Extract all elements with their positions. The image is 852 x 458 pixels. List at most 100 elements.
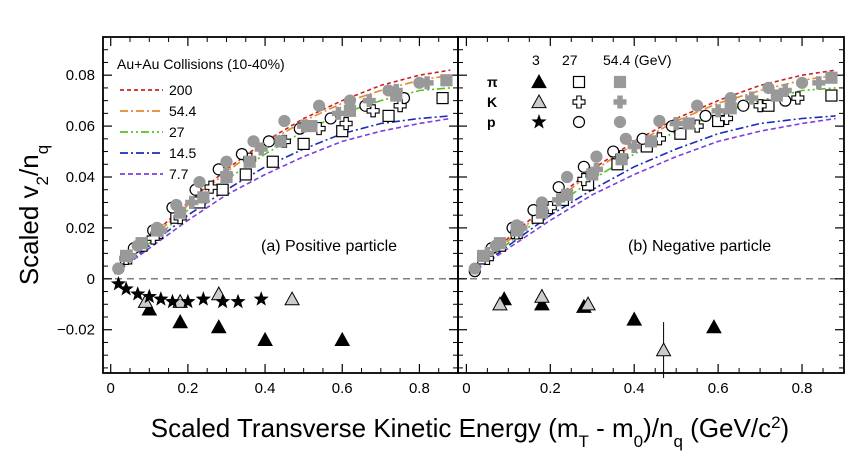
data-point [297,137,310,151]
series-circle-filled-gray [468,76,809,275]
data-point [131,239,144,252]
data-point [170,198,183,212]
data-point [230,293,246,309]
data-point [791,91,805,105]
data-point [468,262,481,275]
x-tick-label: 0.2 [540,380,561,397]
data-point [180,293,196,309]
data-point [339,116,353,131]
series-cross-filled-gray [480,76,826,260]
species-legend-particle: p [487,114,496,130]
model-legend-label: 7.7 [169,166,189,182]
data-point [220,155,233,168]
species-legend-marker [531,73,547,89]
data-point [619,132,632,145]
data-point [153,291,169,306]
data-point [343,94,357,107]
data-point [589,162,604,176]
species-legend-energy: 27 [562,52,578,68]
panel-a: 0 0.2 0.4 0.6 0.8 −0.02 0 0.02 0.04 0.06 0.08 (a) P… [57,36,459,397]
y-tick-label: −0.02 [57,322,95,339]
data-point [770,89,783,102]
data-point [577,172,591,187]
data-point [204,180,218,194]
species-legend-energy: 3 [532,52,540,68]
y-axis-title: Scaled v2/nq [14,145,52,285]
species-legend-marker [613,95,627,109]
x-tick-label: 0.2 [177,380,198,397]
data-point [644,135,658,148]
data-point [150,221,164,235]
x-tick-label: 0.6 [332,380,353,397]
data-point [745,91,759,105]
panel-label: (b) Negative particle [628,238,771,255]
model-legend-label: 14.5 [169,145,196,161]
data-point [274,135,287,148]
y-tick-label: 0.06 [66,118,95,135]
data-point [362,94,376,108]
data-point [413,76,426,89]
x-tick-label: 0.4 [624,380,645,397]
data-point [210,319,227,334]
data-point [535,206,549,219]
data-point [778,83,792,98]
data-point [141,288,157,304]
data-point [682,117,695,130]
species-legend-particle: π [487,74,498,90]
series-triangle-filled-black [141,301,351,347]
x-tick-label: 0.8 [409,380,430,397]
data-point [580,296,596,311]
species-legend-particle: K [487,94,497,110]
data-point [278,114,291,128]
panel-label: (a) Positive particle [261,238,397,255]
data-point [215,293,231,309]
x-tick-label: 0.8 [792,380,813,397]
panel-frame [457,36,845,374]
y-tick-label: 0.04 [66,169,95,186]
panel-frame [102,36,459,374]
data-point [480,246,494,260]
data-point [382,109,395,123]
data-point [216,183,229,196]
data-point [257,331,273,347]
series-triangle-filled-black [496,291,722,334]
model-legend-label: 54.4 [169,103,196,119]
data-point [239,168,252,181]
data-point [812,76,826,90]
data-point [724,102,737,115]
x-axis-title: Scaled Transverse Kinetic Energy (mT - m… [151,413,789,451]
data-point [590,150,603,163]
species-legend-marker [531,93,547,109]
data-point [253,291,269,306]
model-legend-label: 200 [169,82,193,98]
species-legend-marker [572,115,586,129]
species-legend-marker [572,95,586,109]
data-point [615,153,628,166]
data-point [626,311,643,326]
y-tick-label: 0.02 [66,220,95,237]
data-point [653,114,666,128]
model-legend-title: Au+Au Collisions (10-40%) [117,56,285,72]
data-point [510,219,523,232]
data-point [172,314,189,329]
y-tick-label: 0 [87,271,95,288]
data-point [243,155,256,168]
x-tick-label: 0.4 [255,380,276,397]
data-point [297,119,311,133]
data-point [492,296,508,311]
series-triangle-open [492,288,672,379]
data-point [193,175,206,189]
panels-group: 0 0.2 0.4 0.6 0.8 −0.02 0 0.02 0.04 0.06 0.08 (a) P… [57,36,845,397]
series-star-filled-black [110,275,269,309]
data-point [393,99,407,113]
data-point [312,99,326,112]
data-point [706,319,722,334]
data-point [334,331,351,347]
species-legend-marker [613,75,627,89]
data-point [560,170,574,184]
data-point [699,109,712,123]
data-point [284,291,300,306]
data-point [197,191,210,204]
x-tick-label: 0 [462,380,470,397]
